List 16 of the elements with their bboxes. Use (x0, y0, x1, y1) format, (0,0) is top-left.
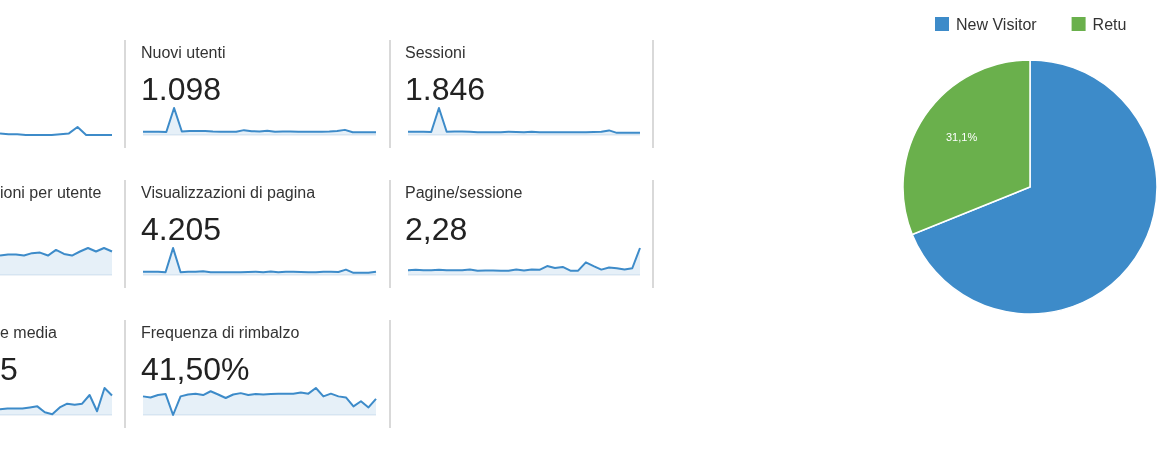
chart-subtitle: 2,28 (405, 211, 468, 247)
chart-subtitle: 1.098 (141, 71, 222, 107)
chart-title: Nuovi utenti (141, 44, 226, 61)
chart-title: Visualizzazioni di pagina (141, 184, 316, 201)
data-label: 31,1% (945, 130, 978, 143)
chart-subtitle: 5 (0, 351, 18, 387)
chart-subtitle: 41,50% (141, 351, 250, 387)
chart-title: e media (0, 324, 58, 341)
chart-title: Pagine/sessione (405, 184, 523, 201)
chart-title: Frequenza di rimbalzo (141, 324, 300, 341)
chart-subtitle: 4.205 (141, 211, 222, 247)
legend-label: Retu (1092, 16, 1127, 33)
chart-title: Sessioni (405, 44, 466, 61)
chart-title: ioni per utente (0, 184, 102, 201)
legend-label: New Visitor (956, 16, 1038, 33)
chart-subtitle: 1.846 (405, 71, 486, 107)
